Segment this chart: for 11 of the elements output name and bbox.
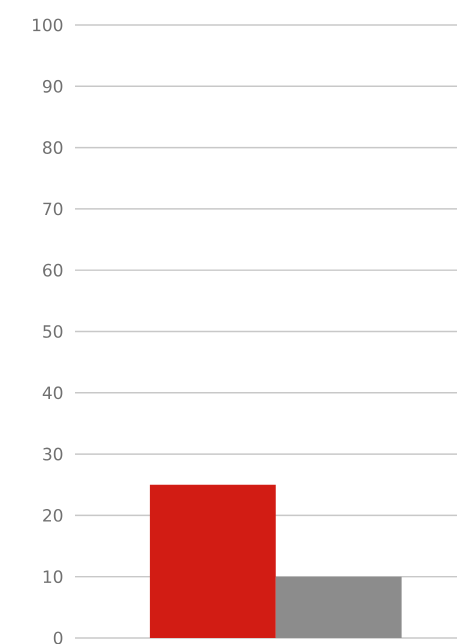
y-tick-label: 60 xyxy=(43,264,62,277)
y-tick-label: 70 xyxy=(43,202,62,216)
y-tick-label: 90 xyxy=(42,80,62,93)
y-tick-label: 0 xyxy=(54,632,62,644)
y-tick-label: 30 xyxy=(43,448,62,460)
y-tick-label: 10 xyxy=(44,570,62,584)
y-tick-label: 20 xyxy=(43,508,62,522)
y-tick-label: 40 xyxy=(42,386,62,400)
y-tick-label: 50 xyxy=(43,325,62,338)
y-tick-label: 100 xyxy=(33,18,62,32)
y-tick-label: 80 xyxy=(43,141,62,154)
